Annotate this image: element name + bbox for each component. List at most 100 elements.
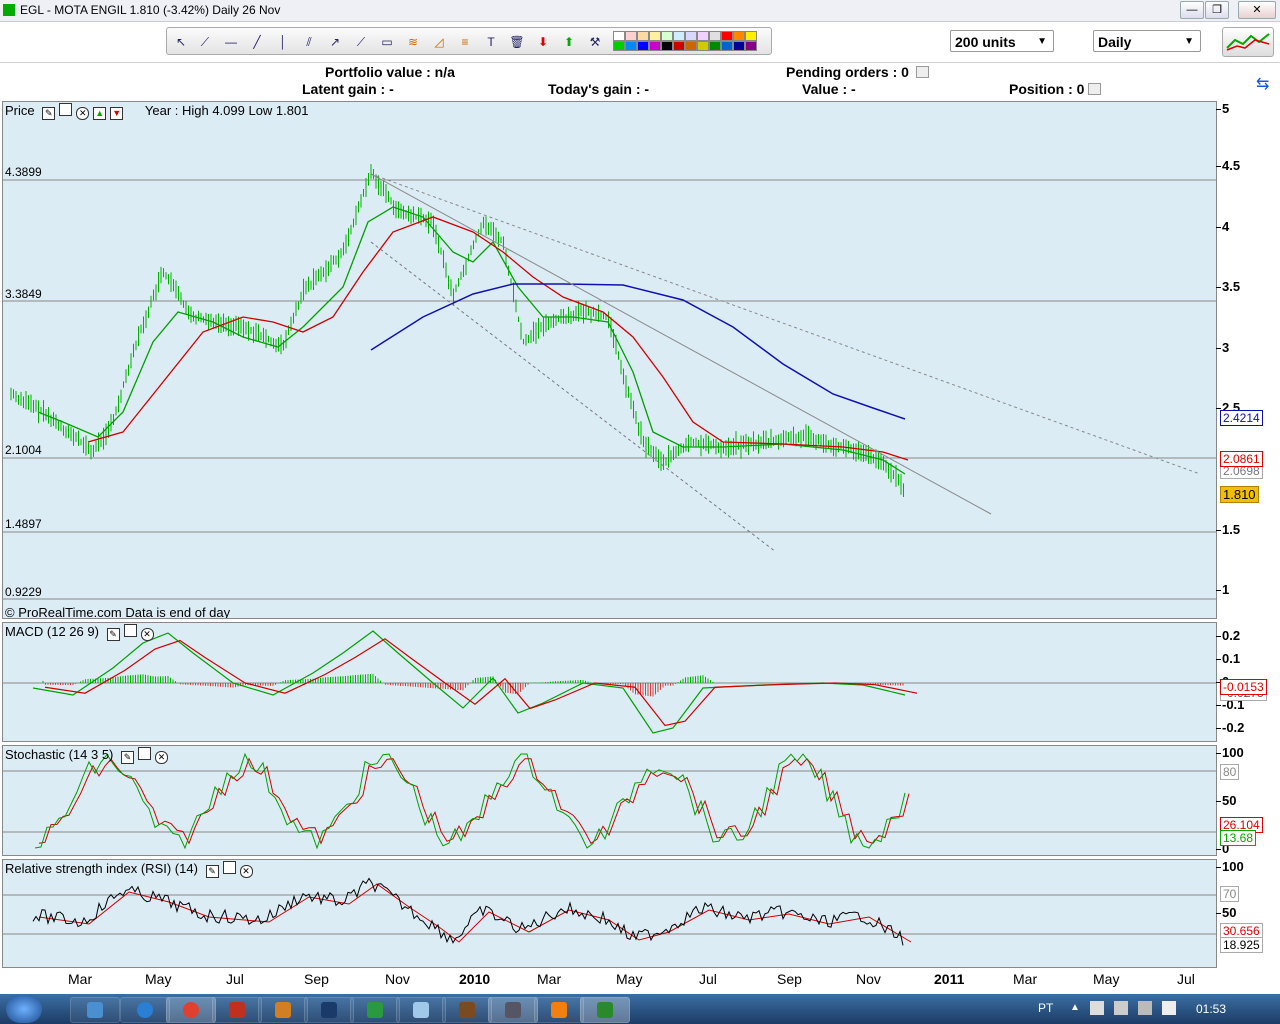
- fibo-fan-icon[interactable]: ≋: [407, 35, 419, 49]
- color-swatch[interactable]: [649, 31, 661, 41]
- units-select[interactable]: 200 units ▼: [950, 30, 1054, 52]
- period-select[interactable]: Daily ▼: [1093, 30, 1201, 52]
- window-icon[interactable]: [123, 624, 137, 637]
- color-swatch[interactable]: [721, 31, 733, 41]
- wrench-icon[interactable]: ✎: [205, 865, 219, 878]
- signal-icon[interactable]: [1138, 1001, 1152, 1015]
- color-swatch[interactable]: [637, 31, 649, 41]
- price-panel[interactable]: Price ✎ ✕ ▲ ▼ Year : High 4.099 Low 1.801 4…: [2, 101, 1217, 619]
- window-icon[interactable]: [222, 861, 236, 874]
- y-tick: 1.5: [1215, 522, 1241, 537]
- color-swatch[interactable]: [613, 41, 625, 51]
- windows-start-icon[interactable]: [6, 995, 42, 1023]
- close-icon[interactable]: ✕: [155, 751, 169, 764]
- move-up-icon[interactable]: ▲: [93, 107, 107, 120]
- volume-icon[interactable]: [1162, 1001, 1176, 1015]
- trash-icon[interactable]: 🗑: [509, 35, 525, 49]
- color-swatch[interactable]: [673, 31, 685, 41]
- taskbar-item[interactable]: [488, 997, 538, 1023]
- channel-icon[interactable]: ⫽: [306, 35, 312, 49]
- window-icon[interactable]: [59, 103, 73, 116]
- color-swatch[interactable]: [685, 31, 697, 41]
- flag-icon[interactable]: [1090, 1001, 1104, 1015]
- color-swatch[interactable]: [745, 41, 757, 51]
- taskbar-item[interactable]: [212, 997, 262, 1023]
- color-swatch[interactable]: [709, 41, 721, 51]
- rsi-value-badge: 18.925: [1220, 937, 1263, 953]
- language-indicator[interactable]: PT: [1038, 1001, 1054, 1015]
- level-label: 4.3899: [5, 165, 42, 179]
- taskbar-item[interactable]: [396, 997, 446, 1023]
- ruler-icon[interactable]: ⟋: [200, 35, 210, 49]
- color-swatch[interactable]: [733, 31, 745, 41]
- price-axis[interactable]: 5 4.5 4 3.5 3 2.5 1.5 1 2.4214 2.0698 2.…: [1215, 101, 1280, 619]
- rect-icon[interactable]: ▭: [381, 35, 393, 49]
- color-swatch[interactable]: [637, 41, 649, 51]
- color-palette[interactable]: [613, 31, 763, 51]
- text-icon[interactable]: T: [487, 35, 495, 49]
- color-swatch[interactable]: [697, 31, 709, 41]
- hline-icon[interactable]: —: [225, 35, 237, 49]
- orders-list-icon[interactable]: [916, 66, 929, 78]
- wrench-icon[interactable]: ✎: [106, 628, 120, 641]
- color-swatch[interactable]: [697, 41, 709, 51]
- close-icon[interactable]: ✕: [76, 107, 90, 120]
- rsi-panel[interactable]: Relative strength index (RSI) (14) ✎ ✕: [2, 859, 1217, 968]
- refresh-icon[interactable]: ⇆: [1256, 76, 1270, 93]
- trend-icon[interactable]: ⟋: [356, 35, 366, 49]
- y-tick: 3.5: [1215, 279, 1241, 294]
- chart-style-icon: [1226, 33, 1270, 51]
- minimize-button[interactable]: —: [1180, 1, 1204, 19]
- time-axis[interactable]: Mar May Jul Sep Nov 2010 Mar May Jul Sep…: [2, 968, 1217, 990]
- color-swatch[interactable]: [649, 41, 661, 51]
- fibo-icon[interactable]: ≡: [461, 35, 469, 49]
- color-swatch[interactable]: [661, 31, 673, 41]
- color-swatch[interactable]: [721, 41, 733, 51]
- stochastic-axis[interactable]: 100 50 0 80 26.104 13.68: [1215, 745, 1280, 856]
- clock[interactable]: 01:53: [1196, 1002, 1227, 1016]
- color-swatch[interactable]: [673, 41, 685, 51]
- pointer-icon[interactable]: ↖: [175, 35, 187, 49]
- up-arrow-icon[interactable]: ⬆: [563, 35, 575, 49]
- color-swatch[interactable]: [613, 31, 625, 41]
- close-icon[interactable]: ✕: [239, 865, 253, 878]
- color-swatch[interactable]: [625, 31, 637, 41]
- color-swatch[interactable]: [745, 31, 757, 41]
- x-tick: Jul: [226, 971, 244, 987]
- color-swatch[interactable]: [625, 41, 637, 51]
- tray-expand-icon[interactable]: ▲: [1070, 1002, 1080, 1013]
- taskbar-item[interactable]: [166, 997, 216, 1023]
- chart-style-button[interactable]: [1222, 27, 1274, 57]
- color-swatch[interactable]: [685, 41, 697, 51]
- taskbar-item[interactable]: [442, 997, 492, 1023]
- restore-button[interactable]: ❐: [1205, 1, 1229, 19]
- taskbar-item[interactable]: [258, 997, 308, 1023]
- color-swatch[interactable]: [733, 41, 745, 51]
- close-window-button[interactable]: ✕: [1238, 1, 1276, 19]
- wrench-icon[interactable]: ✎: [121, 751, 135, 764]
- color-swatch[interactable]: [709, 31, 721, 41]
- positions-list-icon[interactable]: [1088, 83, 1101, 95]
- network-icon[interactable]: [1114, 1001, 1128, 1015]
- fibo-arc-icon[interactable]: ◿: [434, 35, 444, 49]
- close-icon[interactable]: ✕: [140, 628, 154, 641]
- ray-icon[interactable]: ↗: [329, 35, 341, 49]
- macd-panel[interactable]: MACD (12 26 9) ✎ ✕: [2, 622, 1217, 742]
- color-swatch[interactable]: [661, 41, 673, 51]
- taskbar-item[interactable]: [534, 997, 584, 1023]
- window-icon[interactable]: [138, 747, 152, 760]
- stochastic-panel[interactable]: Stochastic (14 3 5) ✎ ✕: [2, 745, 1217, 856]
- macd-axis[interactable]: 0.2 0.1 0 -0.1 -0.2 -0.0275 -0.0153: [1215, 622, 1280, 742]
- taskbar-item[interactable]: [580, 997, 630, 1023]
- taskbar-item[interactable]: [120, 997, 170, 1023]
- wrench-icon[interactable]: ✎: [42, 107, 56, 120]
- taskbar-item[interactable]: [304, 997, 354, 1023]
- tools-icon[interactable]: ⚒: [589, 35, 601, 49]
- taskbar-item[interactable]: [70, 997, 120, 1023]
- line-icon[interactable]: ╱: [253, 35, 261, 49]
- rsi-axis[interactable]: 100 50 70 30.656 18.925: [1215, 859, 1280, 968]
- vline-icon[interactable]: │: [279, 35, 287, 49]
- taskbar-item[interactable]: [350, 997, 400, 1023]
- down-arrow-icon[interactable]: ⬇: [537, 35, 549, 49]
- move-down-icon[interactable]: ▼: [110, 107, 124, 120]
